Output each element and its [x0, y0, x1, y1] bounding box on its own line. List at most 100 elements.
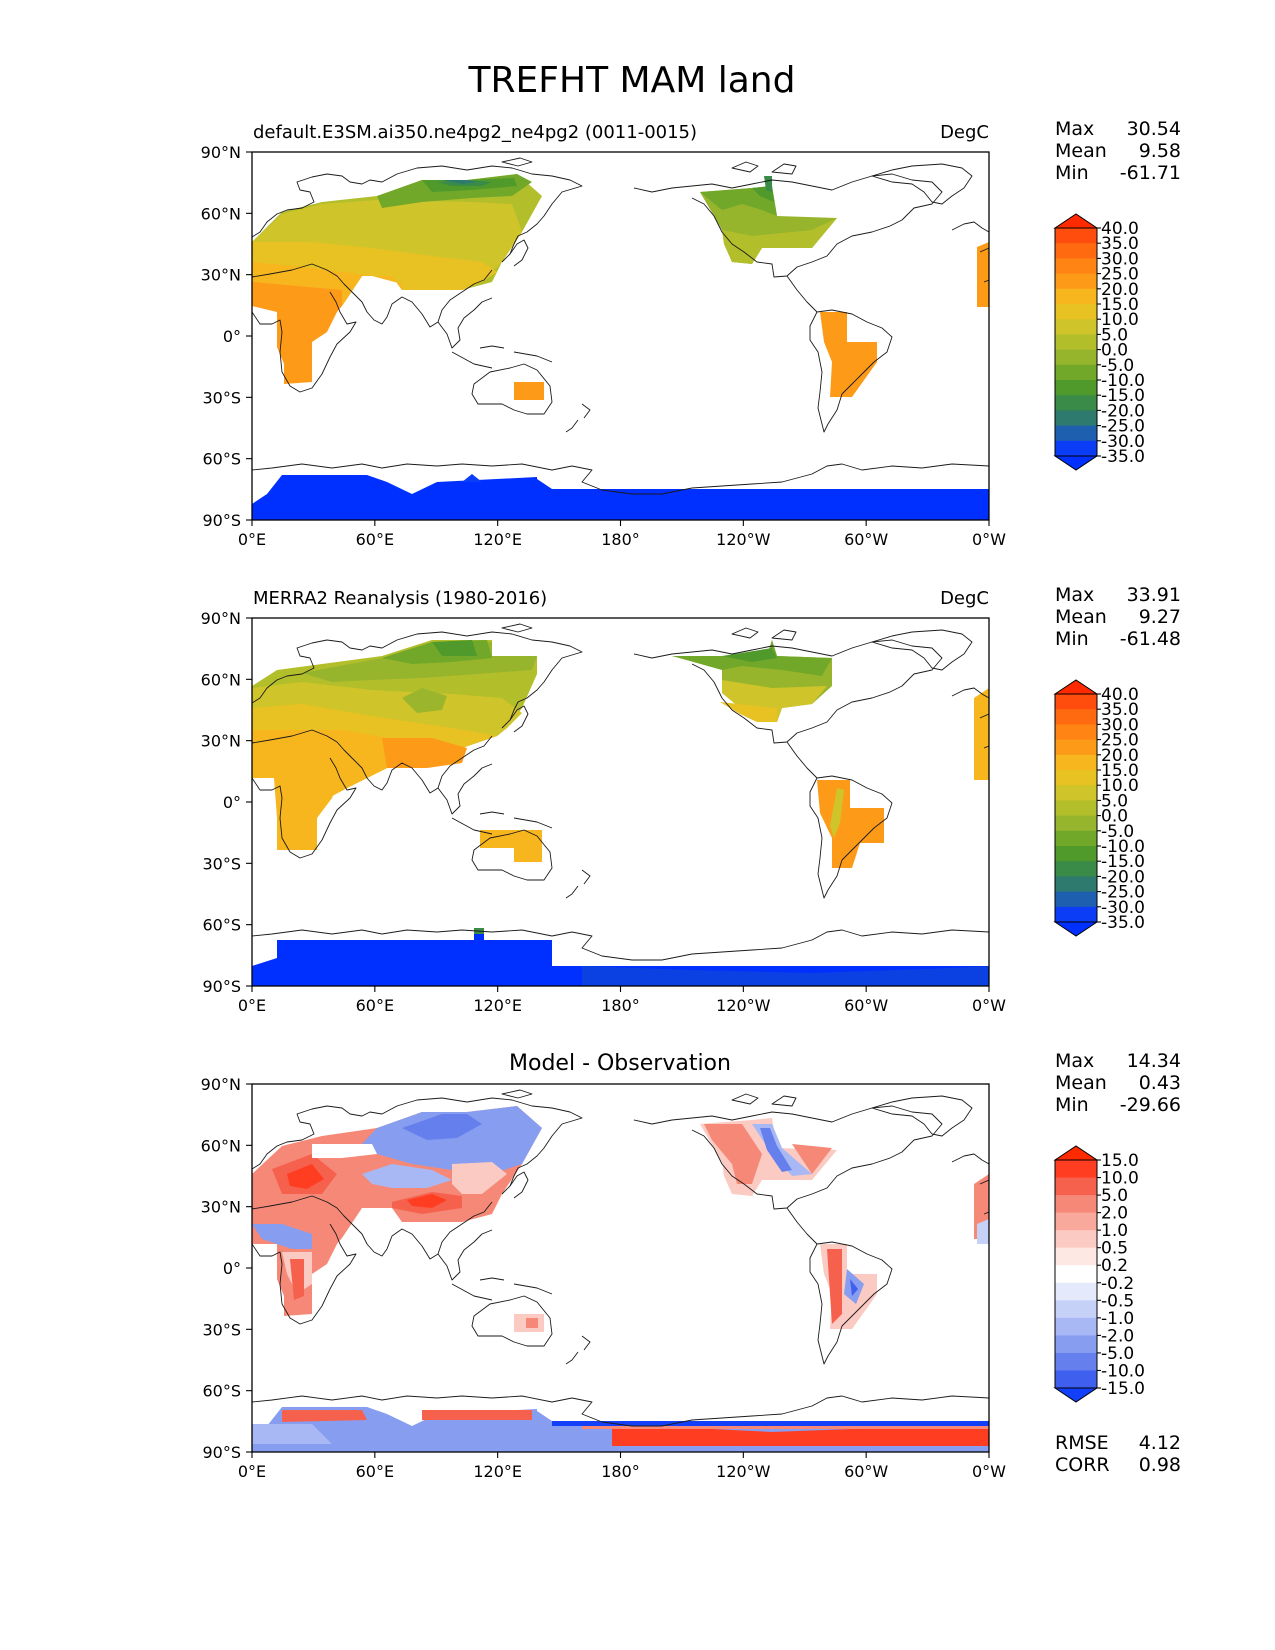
x-tick-label: 120°E: [473, 996, 522, 1015]
panel-diff: Model - Observation: [201, 1051, 1007, 1481]
colorbar-segment: [1055, 1352, 1097, 1371]
stat-min-label: Min: [1055, 628, 1089, 650]
colorbar-segment: [1055, 258, 1097, 275]
stat-min-value: -29.66: [1120, 1094, 1181, 1116]
y-tick-label: 90°N: [201, 143, 241, 162]
colorbar-label: -10.0: [1101, 371, 1145, 391]
colorbar-label: 5.0: [1101, 791, 1128, 811]
colorbar-segment: [1055, 440, 1097, 457]
sidebar-model: Max 30.54 Mean 9.58 Min -61.71 40.035.03…: [1053, 118, 1181, 471]
colorbar-segment: [1055, 1212, 1097, 1231]
colorbar-segment: [1055, 243, 1097, 259]
field-obs: [252, 640, 989, 986]
colorbar-segment: [1055, 876, 1097, 893]
colorbar-label: -35.0: [1101, 913, 1145, 933]
colorbar-label: 25.0: [1101, 265, 1139, 285]
y-tick-label: 90°S: [202, 977, 241, 996]
y-tick-label: 30°N: [201, 1198, 241, 1217]
y-tick-label: 60°S: [202, 1382, 241, 1401]
colorbar-segment: [1055, 1335, 1097, 1354]
x-tick-label: 120°W: [716, 530, 771, 549]
colorbar-label: -1.0: [1101, 1309, 1134, 1329]
colorbar-segment: [1055, 1282, 1097, 1301]
y-axis: 90°N 60°N 30°N 0° 30°S 60°S 90°S: [201, 1075, 252, 1462]
colorbar-outline: [1054, 227, 1098, 457]
panel-title-left: MERRA2 Reanalysis (1980-2016): [253, 588, 547, 609]
colorbar-segment: [1055, 815, 1097, 832]
field-diff: [252, 1106, 989, 1452]
colorbar-segment: [1055, 334, 1097, 351]
colorbar-outline: [1054, 693, 1098, 923]
y-tick-label: 60°S: [202, 916, 241, 935]
colorbar-segment: [1055, 861, 1097, 877]
stat-max-value: 33.91: [1127, 584, 1181, 606]
x-tick-label: 180°: [601, 530, 640, 549]
colorbar-label: 1.0: [1101, 1221, 1128, 1241]
colorbar-segment: [1055, 288, 1097, 305]
colorbar-segment: [1055, 304, 1097, 320]
x-tick-label: 60°W: [844, 530, 888, 549]
stat-max-value: 30.54: [1127, 118, 1181, 140]
colorbar-segment: [1055, 770, 1097, 786]
stat-mean-value: 9.27: [1139, 606, 1181, 628]
y-tick-label: 0°: [223, 1259, 241, 1278]
colorbar-label: 25.0: [1101, 731, 1139, 751]
colorbar-label: 10.0: [1101, 1169, 1139, 1189]
x-tick-label: 0°W: [972, 530, 1006, 549]
colorbar-label: -25.0: [1101, 417, 1145, 437]
stat-max-label: Max: [1055, 118, 1094, 140]
x-tick-label: 120°W: [716, 996, 771, 1015]
colorbar-label: -15.0: [1101, 852, 1145, 872]
figure-title: TREFHT MAM land: [468, 60, 796, 101]
x-tick-label: 60°E: [356, 530, 394, 549]
stat-mean-label: Mean: [1055, 140, 1107, 162]
colorbar-label: -5.0: [1101, 1344, 1134, 1364]
panel-units: DegC: [940, 588, 989, 609]
y-tick-label: 30°N: [201, 266, 241, 285]
colorbar-segment: [1055, 1230, 1097, 1249]
x-tick-label: 120°W: [716, 1462, 771, 1481]
colorbar-segment: [1055, 410, 1097, 427]
colorbar-segment: [1055, 1177, 1097, 1196]
x-tick-label: 60°W: [844, 996, 888, 1015]
x-tick-label: 0°W: [972, 1462, 1006, 1481]
stats-block: Max 33.91 Mean 9.27 Min -61.48: [1055, 584, 1181, 650]
colorbar-segment: [1055, 395, 1097, 411]
y-tick-label: 0°: [223, 327, 241, 346]
y-tick-label: 90°N: [201, 609, 241, 628]
colorbar-label: -2.0: [1101, 1326, 1134, 1346]
x-axis: 0°E 60°E 120°E 180° 120°W 60°W 0°W: [238, 520, 1006, 549]
sidebar-obs: Max 33.91 Mean 9.27 Min -61.48 40.035.03…: [1053, 584, 1181, 937]
y-axis: 90°N 60°N 30°N 0° 30°S 60°S 90°S: [201, 143, 252, 530]
colorbar-label: 35.0: [1101, 234, 1139, 254]
colorbar-label: 10.0: [1101, 776, 1139, 796]
colorbar-cap-bottom: [1053, 455, 1099, 471]
colorbar-segment: [1055, 349, 1097, 366]
colorbar-segment: [1055, 800, 1097, 817]
x-axis: 0°E 60°E 120°E 180° 120°W 60°W 0°W: [238, 1452, 1006, 1481]
colorbar-label: -20.0: [1101, 401, 1145, 421]
colorbar-segment: [1055, 1317, 1097, 1336]
x-tick-label: 60°E: [356, 1462, 394, 1481]
stat-mean-value: 9.58: [1139, 140, 1181, 162]
colorbar-segment: [1055, 830, 1097, 847]
stat-rmse-value: 4.12: [1139, 1432, 1181, 1454]
colorbar-segment: [1055, 228, 1097, 244]
colorbar-label: -15.0: [1101, 386, 1145, 406]
colorbar-label: -25.0: [1101, 883, 1145, 903]
y-tick-label: 90°S: [202, 511, 241, 530]
stat-rmse-label: RMSE: [1055, 1432, 1109, 1454]
colorbar-cap-top: [1053, 213, 1099, 229]
field-model: [252, 174, 989, 520]
colorbar-segment: [1055, 273, 1097, 290]
colorbar-segment: [1055, 906, 1097, 923]
colorbar-segment: [1055, 1247, 1097, 1266]
y-tick-label: 0°: [223, 793, 241, 812]
colorbar-segment: [1055, 709, 1097, 725]
x-tick-label: 180°: [601, 996, 640, 1015]
colorbar-label: -35.0: [1101, 447, 1145, 467]
y-tick-label: 30°S: [202, 1320, 241, 1339]
colorbar-cap-top: [1053, 1145, 1099, 1161]
panel-title-center: Model - Observation: [509, 1051, 731, 1076]
colorbar-label: 0.5: [1101, 1239, 1128, 1259]
